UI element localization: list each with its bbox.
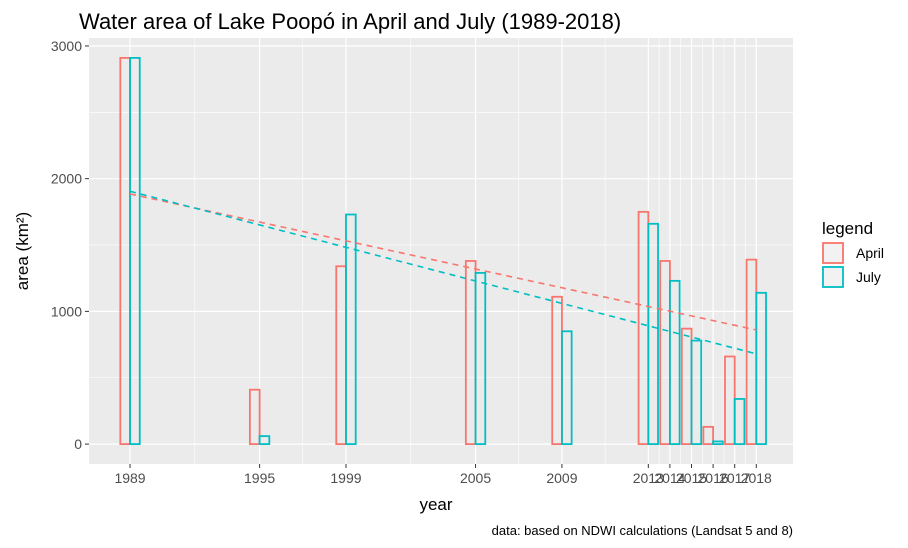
- legend: legend April July: [822, 219, 884, 288]
- y-axis-title: area (km²): [13, 212, 32, 290]
- y-tick-label: 3000: [51, 38, 82, 54]
- bar-july-2013: [647, 222, 659, 445]
- grid-minor: [89, 38, 793, 464]
- x-tick-label: 2009: [546, 470, 577, 486]
- trend-line-april: [129, 193, 757, 331]
- bars: [119, 57, 767, 445]
- bar-april-1995: [248, 388, 261, 445]
- legend-key-bg: [822, 266, 844, 288]
- legend-label-april: April: [856, 245, 884, 261]
- bar-july-2009: [561, 330, 573, 445]
- trend-lines: [129, 190, 757, 355]
- x-tick-label: 2005: [460, 470, 491, 486]
- x-tick-label: 1999: [330, 470, 361, 486]
- plot-panel: [89, 38, 793, 464]
- legend-key-april: [822, 242, 844, 264]
- x-tick-label: 1989: [114, 470, 145, 486]
- bar-july-2014: [669, 279, 681, 445]
- legend-key-july: [822, 266, 844, 288]
- legend-label-july: July: [856, 269, 881, 285]
- x-tick-label: 2016: [698, 470, 729, 486]
- bar-july-1995: [258, 435, 271, 445]
- x-tick-label: 2013: [633, 470, 664, 486]
- bar-july-2015: [690, 339, 703, 445]
- chart-caption: data: based on NDWI calculations (Landsa…: [492, 523, 793, 538]
- bar-july-1999: [345, 213, 357, 445]
- bar-july-2017: [733, 398, 746, 445]
- bar-july-1989: [129, 57, 141, 445]
- x-tick-label: 2015: [676, 470, 707, 486]
- legend-title: legend: [822, 219, 873, 238]
- x-tick-label: 2014: [654, 470, 685, 486]
- x-tick-label: 2017: [719, 470, 750, 486]
- x-tick-label: 1995: [244, 470, 275, 486]
- bar-july-2005: [474, 271, 487, 445]
- trend-line-july: [129, 190, 757, 355]
- y-tick-label: 0: [74, 436, 82, 452]
- legend-key-bg: [822, 242, 844, 264]
- x-axis: 1989 1995 1999 2005 2009 20132014201520162017…: [114, 464, 772, 486]
- bar-april-2016: [702, 425, 714, 445]
- y-axis: 0 1000 2000 3000: [51, 38, 89, 452]
- y-tick-label: 2000: [51, 171, 82, 187]
- x-tick-label: 2018: [741, 470, 772, 486]
- x-axis-title: year: [419, 495, 452, 514]
- y-tick-label: 1000: [51, 303, 82, 319]
- chart-title: Water area of Lake Poopó in April and Ju…: [79, 9, 621, 34]
- bar-july-2016: [712, 440, 724, 445]
- bar-july-2018: [755, 291, 767, 445]
